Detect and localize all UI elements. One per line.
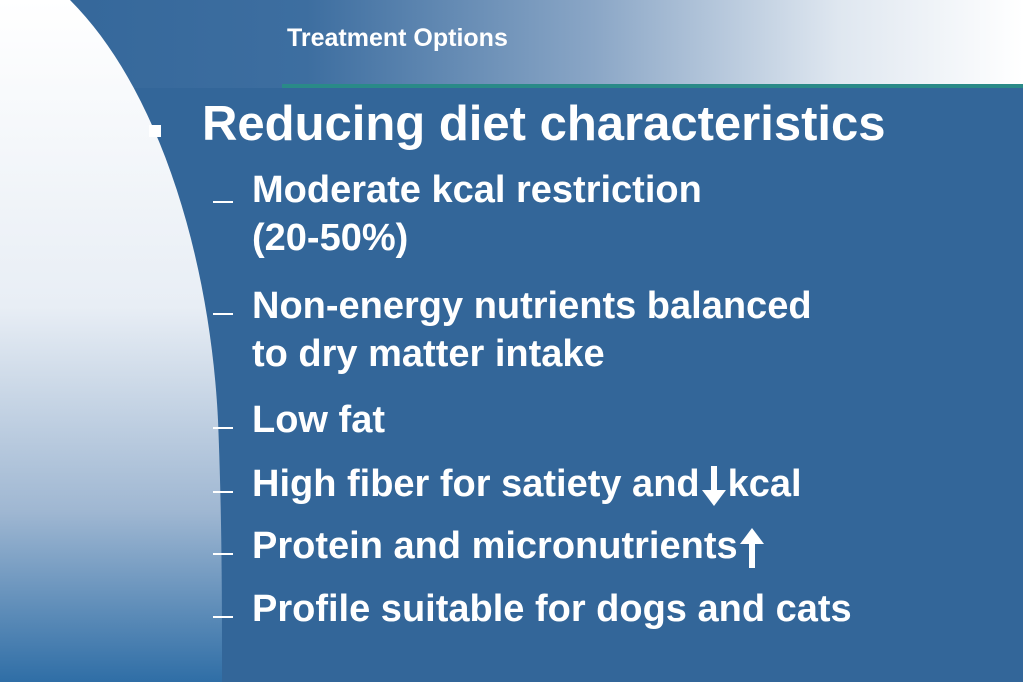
list-item: High fiber for satiety and kcal [252, 460, 802, 508]
list-item-text: High fiber for satiety and [252, 463, 700, 505]
up-arrow-icon [739, 527, 764, 568]
list-item: Non-energy nutrients balanced to dry mat… [252, 282, 812, 378]
list-item: Protein and micronutrients [252, 522, 766, 570]
main-heading: Reducing diet characteristics [202, 97, 886, 151]
list-item-line: (20-50%) [252, 217, 409, 259]
list-item-line: Moderate kcal restriction [252, 169, 702, 211]
dash-bullet-icon [213, 427, 233, 429]
down-arrow-icon [701, 465, 726, 506]
list-item-line: Non-energy nutrients balanced [252, 285, 812, 327]
page-title: Treatment Options [287, 24, 508, 52]
list-item-line: Low fat [252, 399, 385, 441]
list-item: Low fat [252, 396, 385, 444]
dash-bullet-icon [213, 616, 233, 618]
list-item: Moderate kcal restriction (20-50%) [252, 166, 702, 262]
list-item-line: to dry matter intake [252, 333, 605, 375]
list-item-text: Protein and micronutrients [252, 525, 738, 567]
header-gradient-band [0, 0, 1023, 88]
square-bullet-icon [149, 125, 161, 137]
header-rule [282, 84, 1023, 88]
dash-bullet-icon [213, 201, 233, 203]
list-item: Profile suitable for dogs and cats [252, 585, 852, 633]
dash-bullet-icon [213, 313, 233, 315]
dash-bullet-icon [213, 553, 233, 555]
list-item-text: kcal [727, 463, 802, 505]
list-item-line: Profile suitable for dogs and cats [252, 588, 852, 630]
dash-bullet-icon [213, 491, 233, 493]
